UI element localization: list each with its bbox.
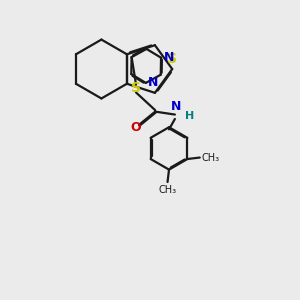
Text: N: N xyxy=(148,76,159,89)
Text: CH₃: CH₃ xyxy=(201,152,219,163)
Text: S: S xyxy=(131,81,141,95)
Text: N: N xyxy=(164,51,174,64)
Text: S: S xyxy=(167,52,177,66)
Text: H: H xyxy=(185,111,194,121)
Text: CH₃: CH₃ xyxy=(158,185,177,195)
Text: O: O xyxy=(130,121,141,134)
Text: N: N xyxy=(171,100,182,113)
